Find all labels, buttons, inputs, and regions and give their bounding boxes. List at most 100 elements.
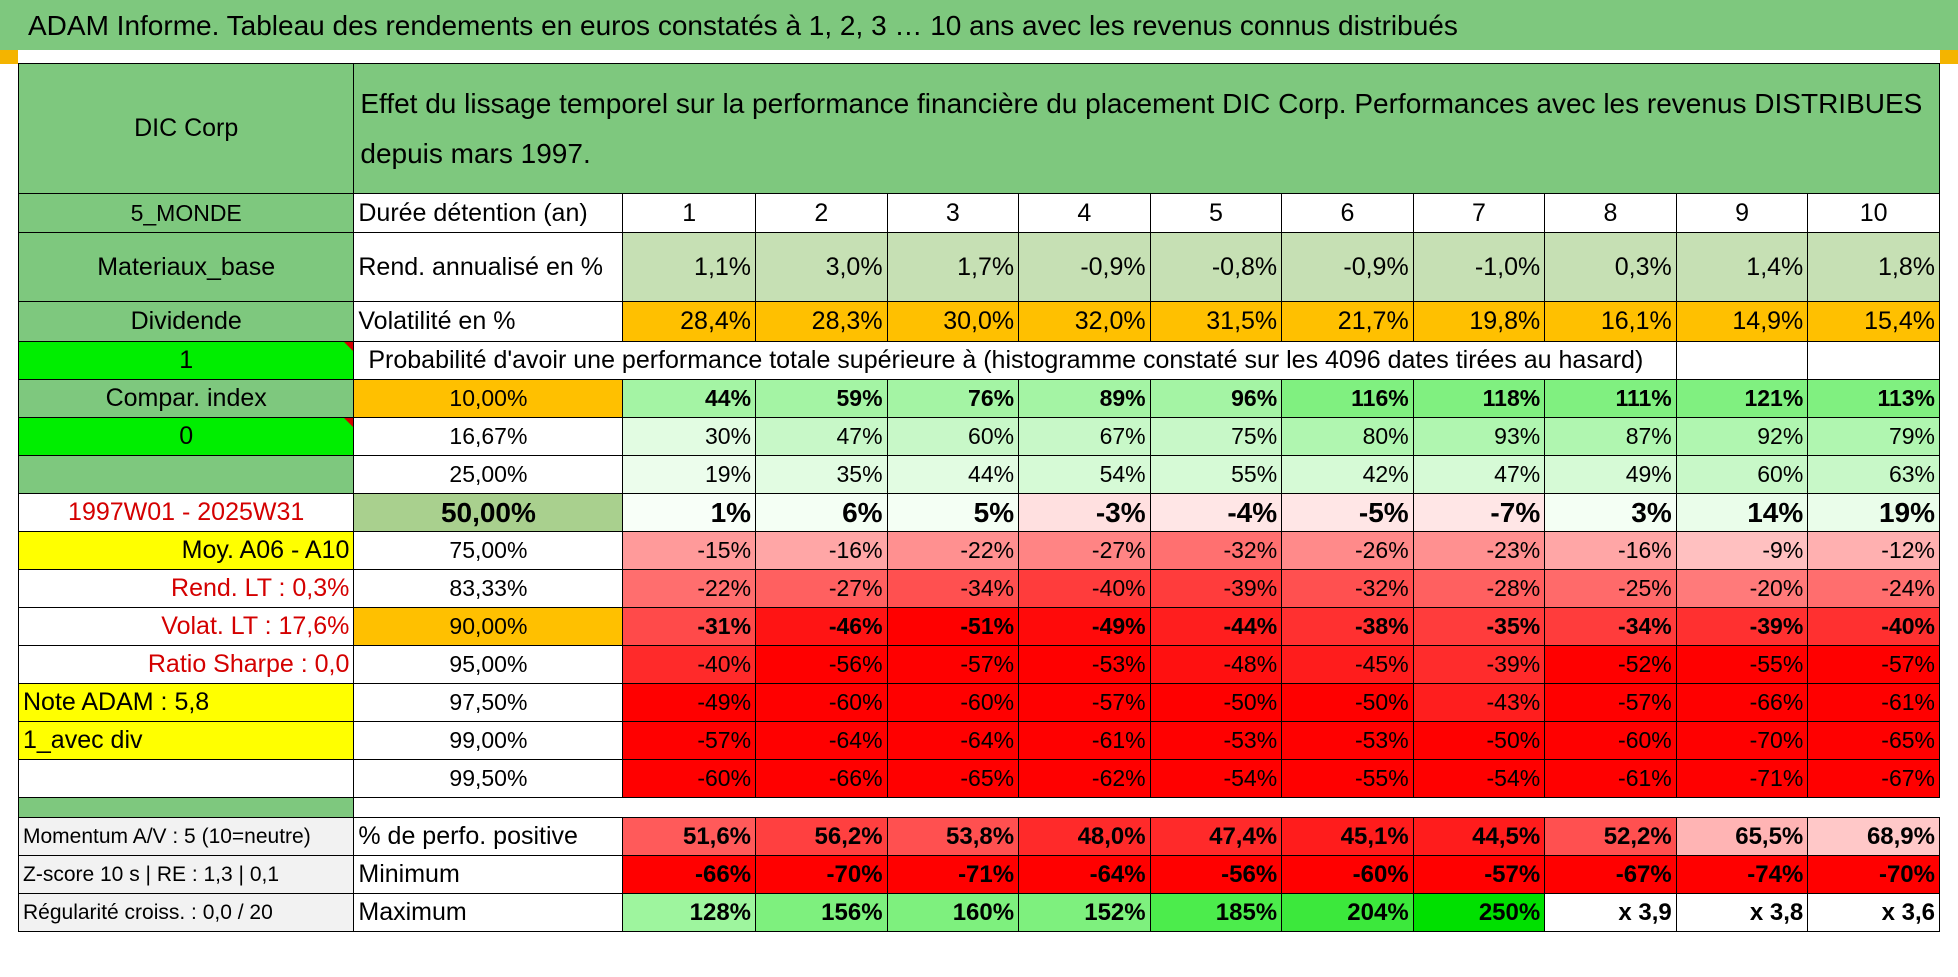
prob-cell: -45% <box>1281 645 1414 684</box>
year-header: 7 <box>1412 193 1546 233</box>
prob-cell: -71% <box>1675 759 1809 798</box>
prob-cell: 80% <box>1281 417 1414 456</box>
spacer-green <box>17 797 355 818</box>
max-cell: 156% <box>755 893 888 932</box>
year-header: 10 <box>1807 193 1940 233</box>
moy-label: Moy. A06 - A10 <box>17 531 355 570</box>
vol-cell: 14,9% <box>1675 301 1809 342</box>
year-header: 1 <box>622 193 757 233</box>
prob-cell: -15% <box>622 531 757 570</box>
prob-cell: -16% <box>755 531 888 570</box>
prob-cell: -57% <box>1544 683 1677 722</box>
spacer-row <box>17 797 1940 818</box>
prob-cell: -61% <box>1544 759 1677 798</box>
vol-cell: 21,7% <box>1281 301 1414 342</box>
prob-cell: 79% <box>1807 417 1940 456</box>
prob-cell: -67% <box>1807 759 1940 798</box>
min-cell: -71% <box>886 855 1020 894</box>
prob-cell: -39% <box>1675 607 1809 646</box>
prob-cell: -5% <box>1281 493 1414 532</box>
max-cell: x 3,9 <box>1544 893 1677 932</box>
max-cell: 185% <box>1149 893 1283 932</box>
prob-cell: -38% <box>1281 607 1414 646</box>
prob-cell: -53% <box>1018 645 1151 684</box>
rend-cell: 1,8% <box>1807 232 1940 302</box>
stats-row: Z-score 10 s | RE : 1,3 | 0,1 Minimum -66%… <box>17 855 1940 894</box>
prob-cell: 3% <box>1544 493 1677 532</box>
prob-cell: -43% <box>1412 683 1546 722</box>
vol-cell: 19,8% <box>1412 301 1546 342</box>
max-cell: 160% <box>886 893 1020 932</box>
prob-cell: -52% <box>1544 645 1677 684</box>
rend-cell: 1,1% <box>622 232 757 302</box>
prob-cell: 75% <box>1149 417 1283 456</box>
threshold-cell: 50,00% <box>353 493 624 532</box>
prob-cell: -23% <box>1412 531 1546 570</box>
vol-row: Dividende Volatilité en % 28,4% 28,3% 30,0… <box>17 301 1940 342</box>
prob-cell: -66% <box>1675 683 1809 722</box>
max-cell: 204% <box>1281 893 1414 932</box>
prob-cell: -35% <box>1412 607 1546 646</box>
min-cell: -70% <box>1807 855 1940 894</box>
threshold-cell: 99,50% <box>353 759 624 798</box>
prob-cell: 42% <box>1281 455 1414 494</box>
prob-cell: -16% <box>1544 531 1677 570</box>
report-title: ADAM Informe. Tableau des rendements en … <box>0 0 1958 50</box>
volat-lt-label: Volat. LT : 17,6% <box>17 607 355 646</box>
vol-cell: 28,4% <box>622 301 757 342</box>
pos-cell: 53,8% <box>886 817 1020 856</box>
pos-cell: 45,1% <box>1281 817 1414 856</box>
vol-label: Volatilité en % <box>353 301 624 342</box>
prob-cell: 47% <box>1412 455 1546 494</box>
prob-cell: -49% <box>1018 607 1151 646</box>
regularite-label: Régularité croiss. : 0,0 / 20 <box>17 893 355 932</box>
prob-cell: -40% <box>622 645 757 684</box>
vol-cell: 30,0% <box>886 301 1020 342</box>
rend-cell: -0,8% <box>1149 232 1283 302</box>
prob-cell: -39% <box>1412 645 1546 684</box>
side-blank <box>17 455 355 494</box>
threshold-cell: 99,00% <box>353 721 624 760</box>
prob-cell: 6% <box>755 493 888 532</box>
prob-cell: 118% <box>1412 379 1546 418</box>
prob-cell: -53% <box>1281 721 1414 760</box>
prob-cell: 116% <box>1281 379 1414 418</box>
min-cell: -67% <box>1544 855 1677 894</box>
zone-label: 5_MONDE <box>17 193 355 233</box>
prob-cell: -60% <box>1544 721 1677 760</box>
prob-cell: -53% <box>1149 721 1283 760</box>
prob-row: Ratio Sharpe : 0,0 95,00% -40% -56% -57% -53%… <box>17 645 1940 684</box>
threshold-cell: 95,00% <box>353 645 624 684</box>
prob-cell: -22% <box>886 531 1020 570</box>
prob-cell: -65% <box>886 759 1020 798</box>
sector-label: Materiaux_base <box>17 232 355 302</box>
threshold-cell: 90,00% <box>353 607 624 646</box>
prob-cell: -24% <box>1807 569 1940 608</box>
prob-cell: -48% <box>1149 645 1283 684</box>
vol-cell: 32,0% <box>1018 301 1151 342</box>
prob-cell: -64% <box>886 721 1020 760</box>
prob-cell: -57% <box>1018 683 1151 722</box>
stats-row: Momentum A/V : 5 (10=neutre)% de perfo. … <box>17 817 1940 856</box>
pos-cell: 68,9% <box>1807 817 1940 856</box>
pos-cell: 44,5% <box>1412 817 1546 856</box>
pos-cell: 47,4% <box>1149 817 1283 856</box>
min-cell: -60% <box>1281 855 1414 894</box>
prob-cell: -66% <box>755 759 888 798</box>
prob-row: 1_avec div 99,00% -57% -64% -64% -61% -53% -53%… <box>17 721 1940 760</box>
prob-cell: -25% <box>1544 569 1677 608</box>
prob-cell: 14% <box>1675 493 1809 532</box>
prob-cell: -57% <box>622 721 757 760</box>
prob-cell: 1% <box>622 493 757 532</box>
year-header: 8 <box>1544 193 1677 233</box>
note-adam-label: Note ADAM : 5,8 <box>17 683 355 722</box>
prob-cell: -55% <box>1675 645 1809 684</box>
prob-cell: 44% <box>886 455 1020 494</box>
rend-cell: -0,9% <box>1018 232 1151 302</box>
max-cell: x 3,6 <box>1807 893 1940 932</box>
prob-cell: -70% <box>1675 721 1809 760</box>
prob-cell: -40% <box>1807 607 1940 646</box>
momentum-label: Momentum A/V : 5 (10=neutre) <box>17 817 355 856</box>
prob-cell: -50% <box>1281 683 1414 722</box>
prob-row: 0 16,67% 30% 47% 60% 67% 75% 80% 93% 87% 92% 79% <box>17 417 1940 456</box>
